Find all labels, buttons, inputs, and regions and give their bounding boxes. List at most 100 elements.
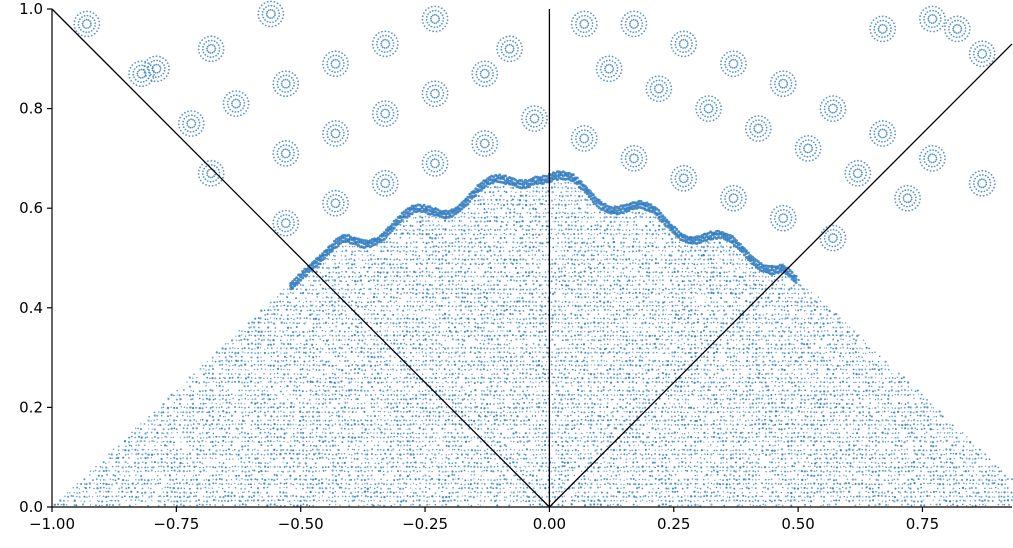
scatter-point	[267, 445, 269, 447]
scatter-point	[650, 454, 653, 456]
scatter-point	[729, 411, 732, 414]
scatter-point	[509, 486, 511, 489]
scatter-point	[363, 478, 367, 482]
scatter-point	[917, 461, 920, 463]
scatter-point	[702, 483, 706, 486]
scatter-point	[726, 469, 729, 472]
scatter-point	[297, 500, 299, 502]
scatter-point	[78, 496, 81, 498]
scatter-point	[231, 465, 234, 468]
scatter-point	[348, 488, 350, 490]
scatter-point	[751, 414, 753, 417]
scatter-point	[571, 424, 574, 427]
scatter-point	[970, 486, 974, 490]
scatter-point	[496, 465, 499, 468]
scatter-point	[428, 482, 431, 485]
scatter-point	[820, 440, 822, 443]
scatter-point	[493, 495, 496, 498]
scatter-point	[295, 449, 297, 452]
scatter-point	[472, 470, 476, 473]
scatter-point	[153, 414, 157, 417]
scatter-point	[747, 496, 750, 498]
scatter-point	[871, 487, 874, 490]
scatter-point	[279, 435, 282, 439]
scatter-point	[164, 486, 167, 489]
scatter-point	[712, 452, 715, 455]
scatter-point	[852, 483, 854, 486]
scatter-point	[804, 461, 806, 463]
scatter-point	[722, 411, 725, 414]
scatter-point	[648, 431, 651, 434]
scatter-point	[677, 495, 680, 498]
scatter-point	[182, 470, 185, 473]
scatter-point	[486, 410, 490, 414]
scatter-point	[354, 452, 357, 455]
scatter-point	[555, 474, 557, 476]
scatter-point	[154, 448, 156, 451]
scatter-point	[413, 456, 416, 459]
scatter-point	[657, 487, 660, 490]
scatter-point	[645, 411, 647, 414]
scatter-point	[540, 465, 543, 468]
scatter-point	[312, 499, 315, 502]
scatter-point	[804, 415, 807, 417]
scatter-point	[518, 432, 521, 434]
scatter-point	[131, 495, 134, 498]
scatter-point	[315, 431, 318, 434]
scatter-point	[244, 478, 247, 481]
scatter-point	[202, 495, 205, 497]
scatter-point	[127, 453, 130, 456]
scatter-point	[117, 445, 120, 448]
scatter-point	[657, 469, 660, 472]
scatter-point	[389, 424, 391, 427]
scatter-point	[751, 436, 754, 439]
scatter-point	[309, 458, 311, 460]
scatter-point	[635, 424, 637, 426]
scatter-point	[308, 487, 311, 489]
scatter-point	[745, 486, 748, 489]
scatter-point	[483, 478, 485, 481]
scatter-point	[382, 491, 385, 494]
scatter-point	[432, 410, 434, 413]
scatter-point	[768, 466, 770, 468]
scatter-point	[231, 436, 234, 439]
scatter-point	[319, 444, 322, 447]
scatter-point	[175, 504, 178, 507]
scatter-point	[305, 491, 307, 494]
scatter-point	[364, 419, 367, 422]
scatter-point	[561, 453, 564, 456]
scatter-point	[509, 418, 511, 421]
scatter-point	[212, 491, 215, 493]
scatter-point	[710, 503, 713, 506]
scatter-point	[108, 470, 110, 472]
scatter-point	[724, 440, 728, 443]
scatter-point	[78, 491, 81, 494]
scatter-point	[803, 448, 805, 451]
scatter-point	[874, 431, 877, 435]
scatter-point	[545, 470, 548, 472]
scatter-point	[479, 415, 482, 418]
scatter-point	[628, 415, 631, 418]
scatter-point	[959, 499, 962, 502]
scatter-point	[425, 419, 428, 421]
scatter-point	[169, 440, 172, 443]
scatter-point	[661, 503, 665, 506]
scatter-point	[250, 478, 253, 481]
scatter-point	[842, 462, 844, 464]
scatter-point	[489, 414, 491, 417]
scatter-point	[169, 419, 171, 421]
scatter-point	[267, 431, 270, 434]
scatter-point	[464, 411, 467, 413]
scatter-point	[523, 441, 525, 443]
scatter-point	[426, 453, 428, 456]
scatter-point	[484, 453, 486, 455]
scatter-point	[948, 478, 951, 481]
scatter-point	[201, 439, 204, 442]
scatter-point	[770, 461, 773, 464]
scatter-point	[153, 440, 155, 443]
scatter-point	[694, 469, 696, 472]
scatter-point	[583, 449, 585, 451]
scatter-point	[192, 431, 195, 434]
scatter-point	[534, 411, 537, 413]
scatter-point	[228, 411, 231, 414]
